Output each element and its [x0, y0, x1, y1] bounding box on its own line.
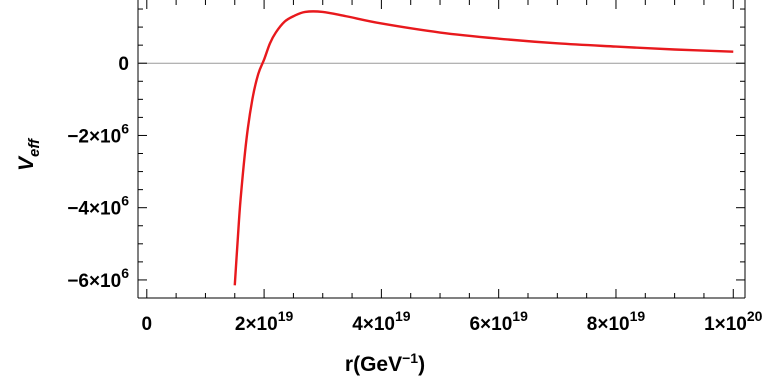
- y-tick-label: −6×106: [67, 265, 129, 292]
- x-tick-label: 6×1019: [469, 308, 528, 335]
- x-tick-label: 4×1019: [352, 308, 411, 335]
- x-axis-title: r(GeV−1): [345, 350, 425, 376]
- x-tick-label: 0: [142, 314, 153, 335]
- axis-ticks: [138, 0, 745, 298]
- y-tick-labels: 0 −2×106 −4×106 −6×106: [67, 54, 129, 292]
- x-tick-label: 1×1020: [704, 308, 763, 335]
- y-axis-title: Veff: [15, 137, 43, 171]
- y-tick-label: −4×106: [67, 193, 129, 220]
- y-tick-label: 0: [118, 54, 129, 75]
- x-tick-label: 8×1019: [587, 308, 646, 335]
- x-tick-label: 2×1019: [235, 308, 294, 335]
- y-tick-label: −2×106: [67, 120, 129, 147]
- series-line: [235, 11, 734, 285]
- plot-frame: [138, 0, 745, 298]
- x-tick-labels: 0 2×1019 4×1019 6×1019 8×1019 1×1020: [142, 308, 763, 335]
